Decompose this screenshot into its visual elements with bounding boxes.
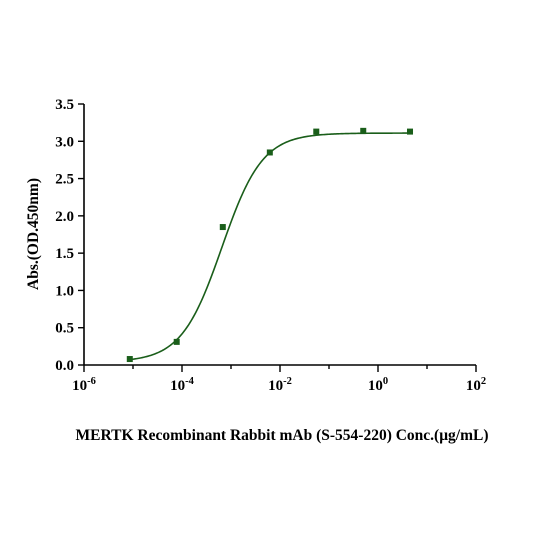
x-tick-exponent: -2 [283, 376, 292, 387]
x-tick-base: 10 [368, 378, 383, 394]
data-point [407, 128, 414, 135]
x-tick-exponent: 2 [481, 376, 486, 387]
x-tick-label: 10-4 [170, 376, 194, 394]
data-point [126, 356, 133, 363]
axes [83, 104, 476, 366]
data-point [266, 149, 273, 156]
x-tick-exponent: -6 [87, 376, 96, 387]
y-tick-label: 0.0 [55, 358, 74, 374]
x-tick-base: 10 [466, 378, 481, 394]
y-axis-ticks: 0.0 0.5 1.0 1.5 2.0 2.5 3.0 3.5 [55, 97, 84, 374]
x-axis-title: MERTK Recombinant Rabbit mAb (S-554-220)… [76, 427, 489, 444]
data-points [126, 127, 414, 363]
x-tick-label: 10-2 [268, 376, 292, 394]
x-tick-exponent: 0 [383, 376, 388, 387]
y-tick-label: 2.0 [55, 209, 74, 225]
y-tick-label: 1.0 [55, 283, 74, 299]
x-tick-base: 10 [170, 378, 185, 394]
y-tick-label: 2.5 [55, 172, 74, 188]
fit-curve [129, 132, 411, 361]
x-axis-ticks: 10-6 10-4 10-2 100 102 [72, 365, 486, 394]
y-tick-label: 0.5 [55, 321, 74, 337]
y-tick-label: 1.5 [55, 246, 74, 262]
data-point [173, 338, 180, 345]
data-point [360, 127, 367, 134]
x-tick-label: 100 [368, 376, 388, 394]
x-tick-base: 10 [268, 378, 283, 394]
x-tick-exponent: -4 [185, 376, 194, 387]
y-axis-title: Abs.(OD.450nm) [25, 178, 42, 290]
y-tick-label: 3.5 [55, 97, 74, 113]
x-tick-label: 10-6 [72, 376, 96, 394]
data-point [313, 128, 320, 135]
fit-curve-group [129, 132, 411, 361]
x-tick-base: 10 [72, 378, 87, 394]
x-tick-label: 102 [466, 376, 486, 394]
y-tick-label: 3.0 [55, 134, 74, 150]
data-point [219, 224, 226, 231]
